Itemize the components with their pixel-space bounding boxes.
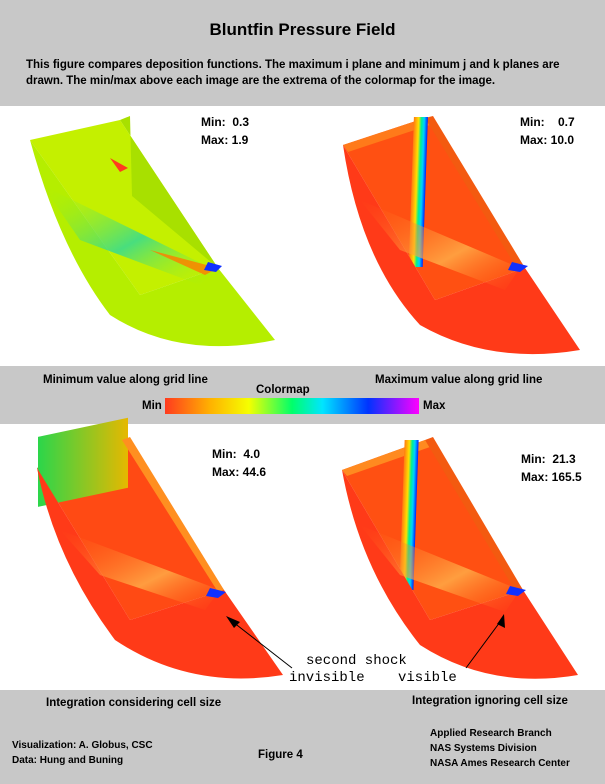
colormap-label: Colormap [256,384,310,396]
footer-org-division: NAS Systems Division [430,743,537,754]
panel-3-visualization [37,417,283,679]
caption-integration-nocell: Integration ignoring cell size [412,695,568,707]
panel-1-min: Min: 0.3 [201,115,250,129]
caption-integration-cell: Integration considering cell size [46,697,222,709]
footer-data-credit: Data: Hung and Buning [12,755,124,766]
annotation-second-shock: second shock [306,653,407,669]
page-title: Bluntfin Pressure Field [209,20,396,39]
panel-2-min: Min: 0.7 [520,115,575,129]
colormap-max-label: Max [423,400,446,412]
footer-visualization-credit: Visualization: A. Globus, CSC [12,740,153,751]
panel-1-max: Max: 1.9 [201,133,249,147]
annotation-invisible: invisible [289,670,365,686]
caption-min-along-grid: Minimum value along grid line [43,374,208,386]
footer-org-branch: Applied Research Branch [430,728,552,739]
panel-2-max: Max: 10.0 [520,133,575,147]
panel-2-visualization [343,116,580,355]
panel-4-min: Min: 21.3 [521,452,576,466]
panel-1-visualization [30,116,275,347]
panel-4-visualization [342,437,578,679]
panel-3-max: Max: 44.6 [212,465,267,479]
annotation-visible: visible [398,670,457,686]
caption-max-along-grid: Maximum value along grid line [375,374,543,386]
colormap-min-label: Min [142,400,162,412]
footer-org-center: NASA Ames Research Center [430,758,570,769]
panel-3-min: Min: 4.0 [212,447,261,461]
figure-number: Figure 4 [258,749,303,761]
panel-4-max: Max: 165.5 [521,470,582,484]
colormap-bar [165,398,419,414]
shock-arrows [226,614,505,669]
figure-description: This figure compares deposition function… [26,59,560,87]
